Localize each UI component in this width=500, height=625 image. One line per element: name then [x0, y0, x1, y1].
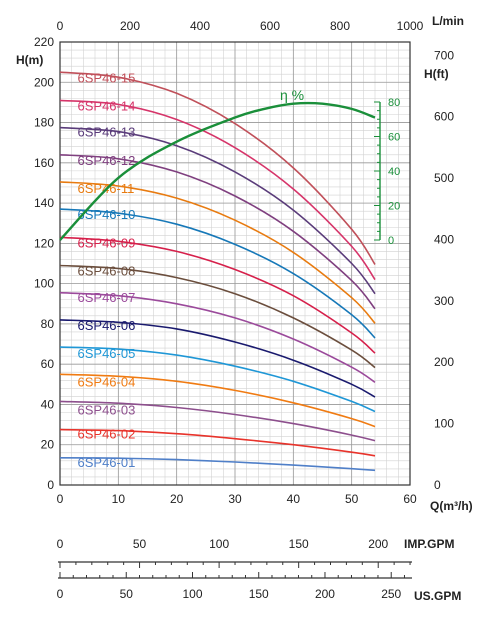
head-curve-6sp46-14 [59, 99, 376, 281]
y-left-tick-label: 140 [34, 196, 54, 210]
y-right-unit: H(ft) [424, 67, 449, 81]
head-curve-6sp46-05 [59, 346, 376, 413]
y-left-tick-label: 180 [34, 116, 54, 130]
x-top-unit: L/min [432, 14, 464, 28]
curve-label-6sp46-09: 6SP46-09 [78, 235, 136, 250]
efficiency-tick-label: 0 [388, 235, 394, 247]
x-top-tick-label: 0 [57, 19, 64, 33]
us-gpm-tick-label: 50 [120, 587, 134, 601]
x-bottom-tick-label: 40 [287, 492, 301, 506]
x-bottom-tick-label: 0 [57, 492, 64, 506]
head-curve-6sp46-13 [59, 126, 376, 295]
curve-label-6sp46-07: 6SP46-07 [78, 290, 136, 305]
y-right-tick-label: 200 [434, 355, 454, 369]
efficiency-curve-group: 0 20 40 60 80 η % [59, 87, 400, 247]
imp-gpm-tick-label: 150 [289, 537, 309, 551]
x-top-tick-label: 1000 [397, 19, 424, 33]
y-right-tick-label: 100 [434, 417, 454, 431]
efficiency-tick-label: 20 [388, 201, 400, 213]
us-gpm-tick-label: 150 [249, 587, 269, 601]
y-left-tick-label: 60 [41, 357, 55, 371]
us-gpm-label: US.GPM [414, 589, 461, 603]
head-curve-6sp46-04 [59, 373, 376, 428]
curve-label-6sp46-14: 6SP46-14 [78, 98, 136, 113]
x-top-tick-label: 600 [260, 19, 280, 33]
y-left-tick-label: 200 [34, 75, 54, 89]
x-bottom-tick-label: 20 [170, 492, 184, 506]
head-curve-6sp46-01 [59, 457, 376, 472]
y-left-tick-label: 100 [34, 277, 54, 291]
y-left-tick-label: 220 [34, 35, 54, 49]
y-right-tick-label: 0 [434, 478, 441, 492]
head-curve-6sp46-02 [59, 428, 376, 457]
us-gpm-tick-label: 200 [315, 587, 335, 601]
head-curve-6sp46-06 [59, 319, 376, 398]
head-curve-6sp46-09 [59, 236, 376, 354]
imp-gpm-label: IMP.GPM [404, 537, 454, 551]
curve-label-6sp46-10: 6SP46-10 [78, 207, 136, 222]
efficiency-tick-label: 80 [388, 97, 400, 109]
x-top-tick-label: 400 [190, 19, 210, 33]
y-right-tick-label: 500 [434, 171, 454, 185]
head-curve-6sp46-07 [59, 291, 376, 383]
head-curves: 6SP46-01 6SP46-02 6SP46-03 6SP46-04 6SP46-05… [59, 70, 376, 472]
head-curve-6sp46-12 [59, 154, 376, 310]
y-right-tick-label: 600 [434, 110, 454, 124]
y-left-tick-label: 120 [34, 236, 54, 250]
imp-gpm-tick-label: 100 [209, 537, 229, 551]
axis-ticks: 0 10 20 30 40 50 600 200 400 600 800 10000204060801… [34, 19, 454, 506]
head-curve-6sp46-15 [59, 71, 376, 265]
plot-frame [59, 41, 411, 486]
curve-label-6sp46-12: 6SP46-12 [78, 153, 136, 168]
y-left-tick-label: 160 [34, 156, 54, 170]
imp-gpm-tick-label: 50 [133, 537, 147, 551]
x-top-tick-label: 200 [120, 19, 140, 33]
y-left-unit: H(m) [16, 53, 43, 67]
us-gpm-tick-label: 100 [182, 587, 202, 601]
imp-gpm-tick-label: 0 [57, 537, 64, 551]
us-gpm-tick-label: 0 [57, 587, 64, 601]
x-bottom-unit: Q(m³/h) [430, 499, 473, 513]
x-bottom-tick-label: 10 [112, 492, 126, 506]
y-right-tick-label: 400 [434, 232, 454, 246]
curve-label-6sp46-04: 6SP46-04 [78, 374, 136, 389]
y-left-tick-label: 40 [41, 397, 55, 411]
curve-label-6sp46-08: 6SP46-08 [78, 264, 136, 279]
imp-gpm-tick-label: 200 [368, 537, 388, 551]
curve-label-6sp46-01: 6SP46-01 [78, 455, 136, 470]
y-right-tick-label: 300 [434, 294, 454, 308]
y-left-tick-label: 0 [47, 478, 54, 492]
y-left-tick-label: 20 [41, 438, 55, 452]
y-left-tick-label: 80 [41, 317, 55, 331]
curve-label-6sp46-03: 6SP46-03 [78, 403, 136, 418]
axis-units: H(m) H(ft) L/min Q(m³/h) [16, 14, 473, 513]
us-gpm-tick-label: 250 [381, 587, 401, 601]
x-bottom-tick-label: 60 [403, 492, 417, 506]
efficiency-tick-label: 40 [388, 166, 400, 178]
head-curve-6sp46-03 [59, 400, 376, 442]
efficiency-label: η % [280, 87, 304, 103]
curve-label-6sp46-06: 6SP46-06 [78, 318, 136, 333]
x-top-tick-label: 800 [330, 19, 350, 33]
curve-label-6sp46-13: 6SP46-13 [78, 125, 136, 140]
curve-label-6sp46-02: 6SP46-02 [78, 427, 136, 442]
x-bottom-tick-label: 30 [228, 492, 242, 506]
curve-label-6sp46-15: 6SP46-15 [78, 70, 136, 85]
plot-border [59, 41, 411, 486]
efficiency-curve [59, 101, 376, 241]
head-curve-6sp46-10 [59, 208, 376, 339]
x-bottom-tick-label: 50 [345, 492, 359, 506]
head-curve-6sp46-11 [59, 181, 376, 324]
y-right-tick-label: 700 [434, 48, 454, 62]
head-curve-6sp46-08 [59, 264, 376, 369]
curve-label-6sp46-05: 6SP46-05 [78, 346, 136, 361]
gpm-scales: 0 50 100 150 200 IMP.GPM 0 50 100 150 200 250 US.GPM [57, 537, 462, 603]
efficiency-tick-label: 60 [388, 132, 400, 144]
